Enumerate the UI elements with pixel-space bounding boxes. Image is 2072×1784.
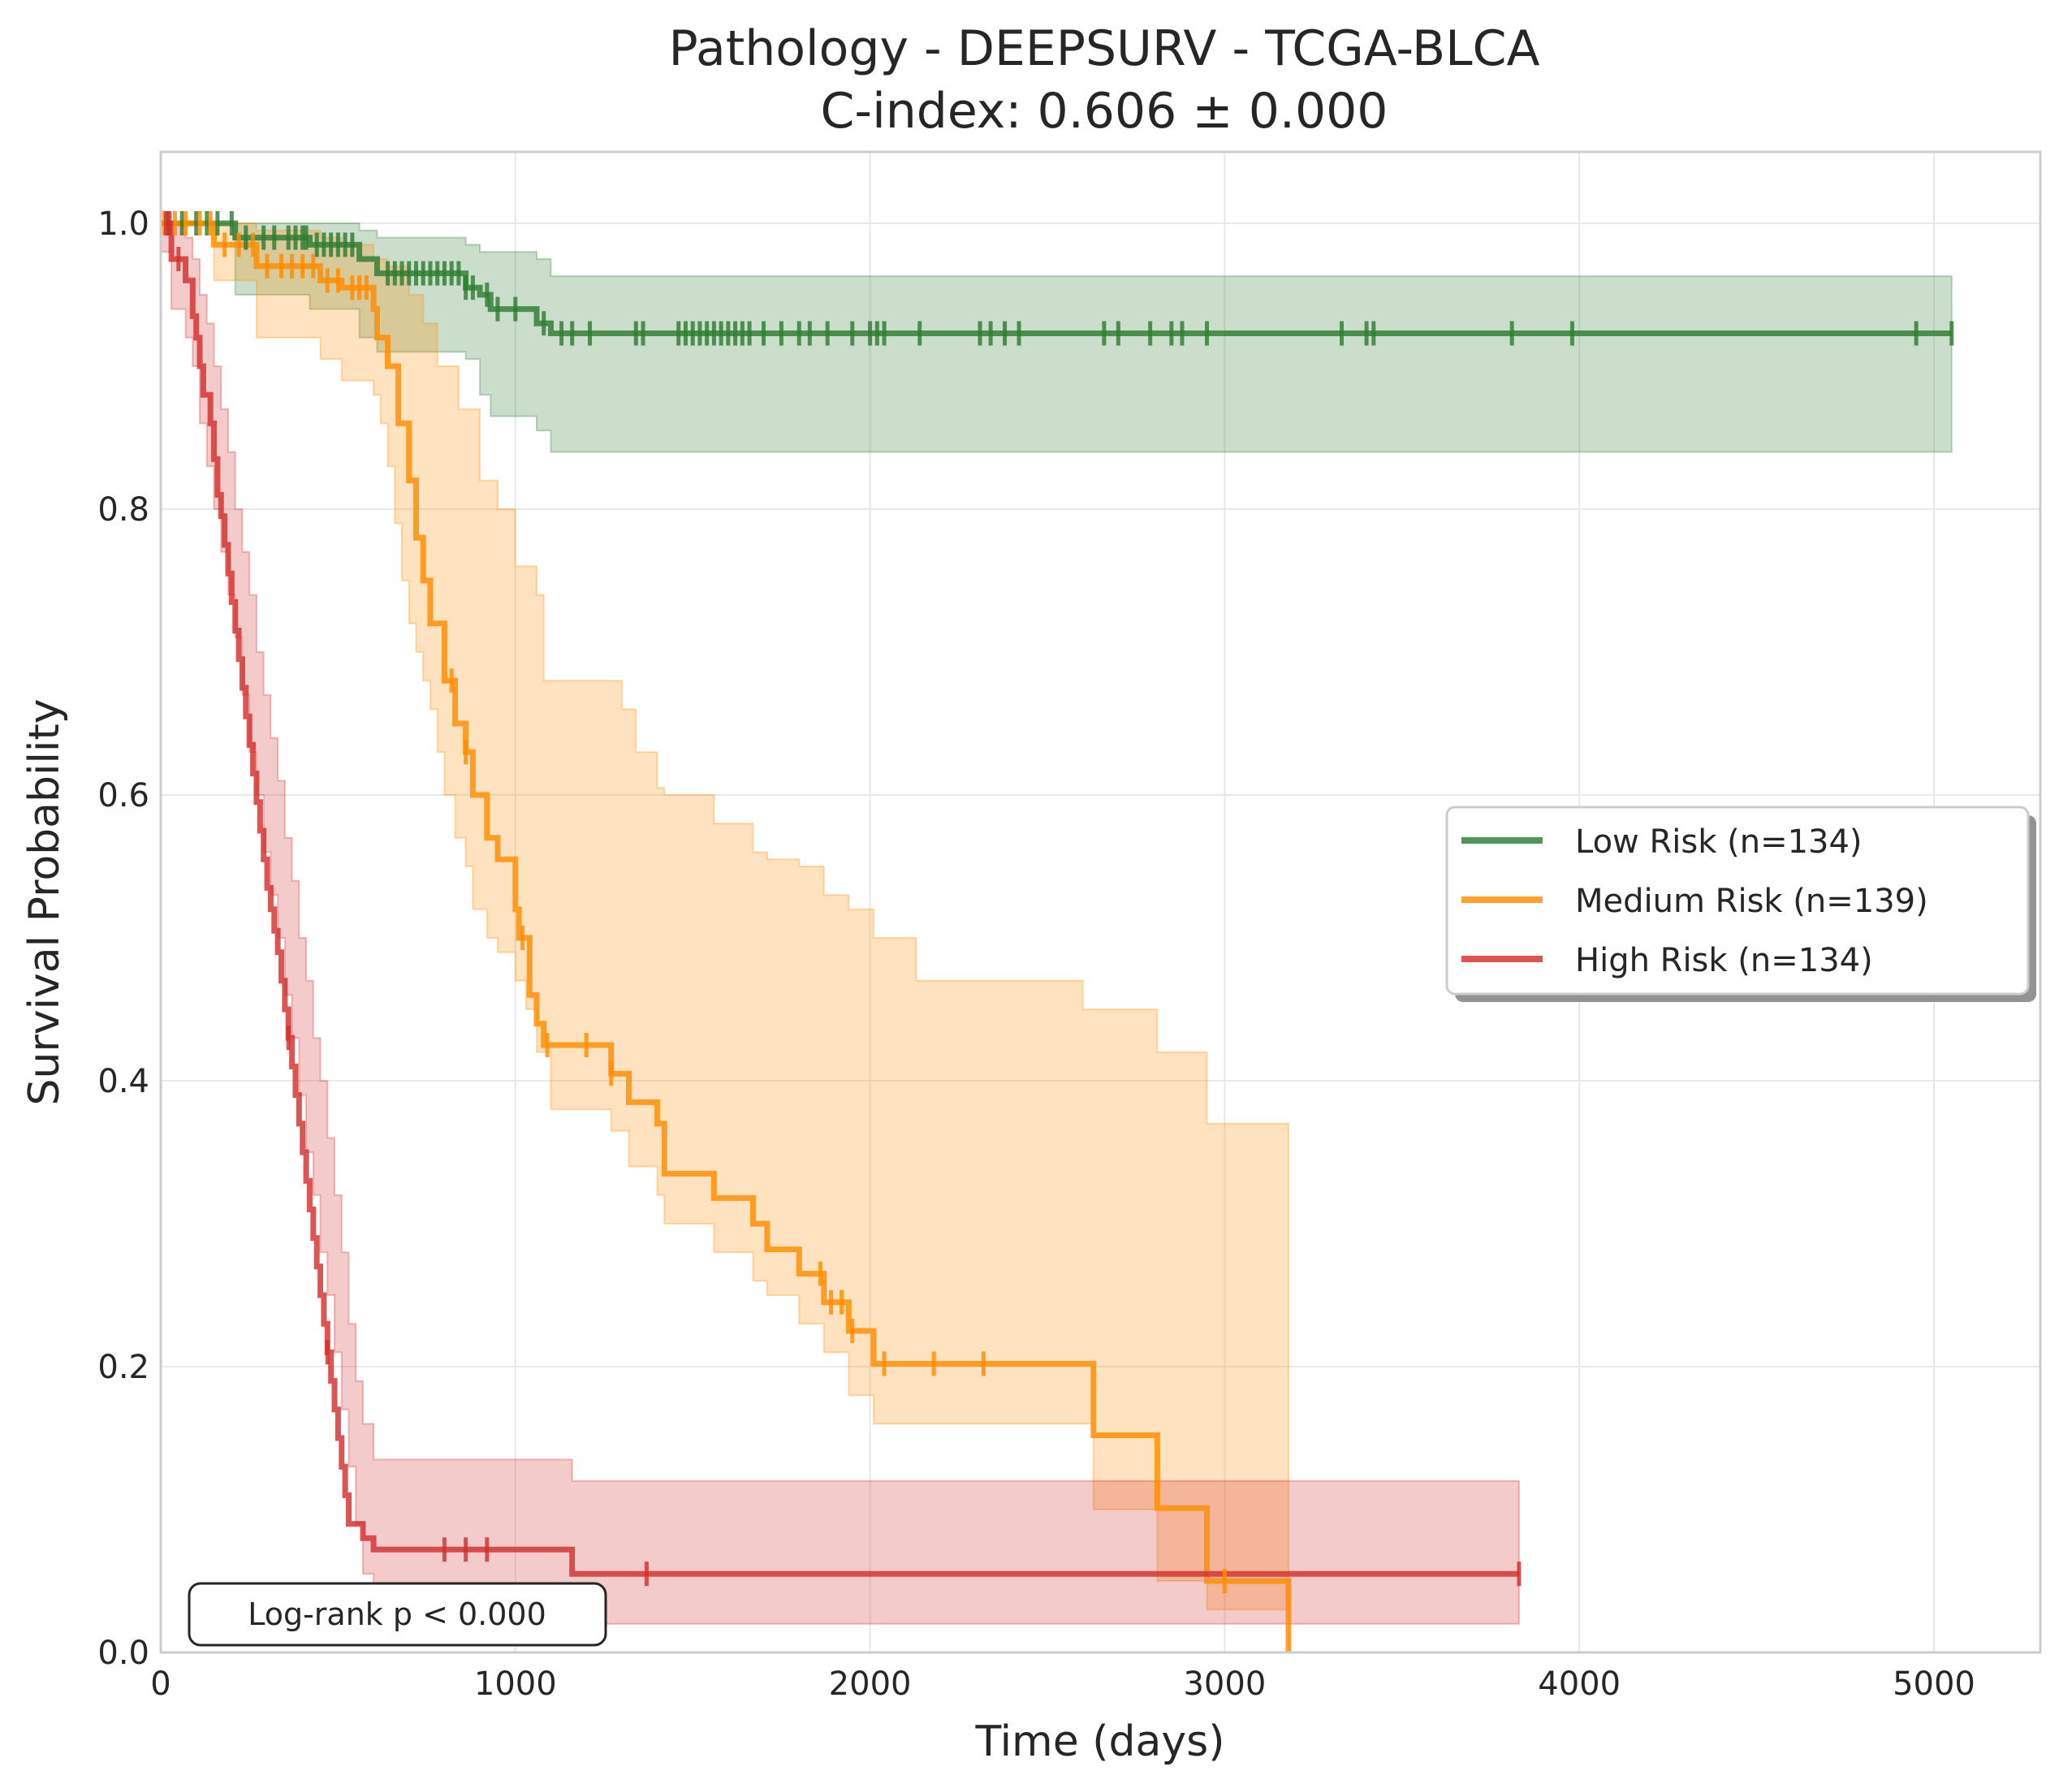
x-tick-label: 4000 (1538, 1665, 1621, 1703)
ci-band-medium-risk (161, 222, 1289, 1652)
legend: Low Risk (n=134) Medium Risk (n=139) Hig… (1445, 806, 2036, 1002)
legend-label-high-risk: High Risk (n=134) (1575, 942, 1873, 979)
legend-label-low-risk: Low Risk (n=134) (1575, 823, 1863, 861)
ci-band-low-risk (161, 222, 1953, 453)
survival-curve-medium-risk (161, 220, 1292, 1652)
y-tick-label: 0.4 (97, 1063, 149, 1100)
x-tick-label: 3000 (1183, 1665, 1266, 1703)
x-tick-label: 0 (150, 1665, 171, 1703)
y-tick-label: 1.0 (97, 205, 149, 243)
plot-frame (159, 150, 2042, 1654)
confidence-bands (160, 222, 1953, 1652)
survival-curve-high-risk (161, 220, 1519, 1577)
y-axis-ticks: 0.0 0.2 0.4 0.6 0.8 1.0 (97, 205, 149, 1672)
y-tick-label: 0.2 (97, 1349, 149, 1386)
legend-label-medium-risk: Medium Risk (n=139) (1575, 883, 1928, 920)
x-tick-label: 1000 (474, 1665, 557, 1703)
logrank-annotation: Log-rank p < 0.000 (188, 1582, 607, 1647)
legend-box (1445, 806, 2030, 996)
chart-title: Pathology - DEEPSURV - TCGA-BLCA (668, 20, 1539, 77)
chart-subtitle: C-index: 0.606 ± 0.000 (821, 83, 1388, 140)
y-tick-label: 0.0 (97, 1635, 149, 1672)
x-axis-ticks: 0 1000 2000 3000 4000 5000 (150, 1665, 1975, 1703)
x-axis-label: Time (days) (974, 1717, 1224, 1766)
annotation-text: Log-rank p < 0.000 (248, 1596, 546, 1632)
x-tick-label: 5000 (1893, 1665, 1975, 1703)
y-tick-label: 0.6 (97, 777, 149, 814)
annotation-box (188, 1582, 607, 1647)
x-tick-label: 2000 (829, 1665, 912, 1703)
censor-marks (162, 211, 1954, 1593)
y-axis-label: Survival Probability (20, 698, 69, 1105)
y-tick-label: 0.8 (97, 491, 149, 529)
